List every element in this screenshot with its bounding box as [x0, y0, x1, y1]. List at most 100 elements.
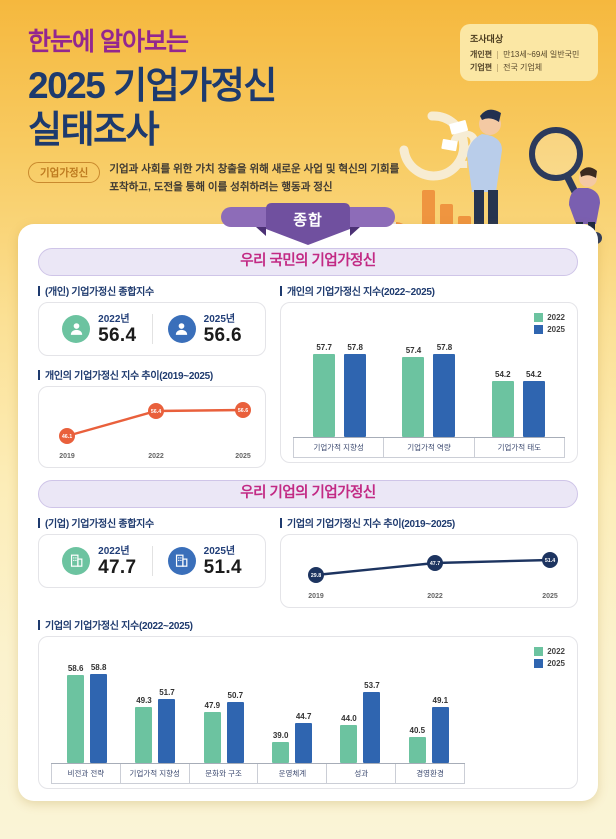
line-marker	[427, 554, 443, 571]
x-axis-label: 2025	[542, 593, 558, 600]
survey-target-title: 조사대상	[470, 34, 504, 44]
bar	[90, 673, 108, 763]
bar-value-label: 58.6	[67, 663, 84, 673]
section-title-individual: 우리 국민의 기업가정신	[38, 247, 578, 276]
magnifier-icon	[529, 127, 583, 181]
bar-group: 47.9 50.7	[190, 691, 258, 763]
category-label: 기업가적 태도	[497, 442, 542, 452]
subtitle-corporate-summary: (기업) 기업가정신 종합지수	[38, 516, 266, 530]
line-marker-value: 46.1	[62, 434, 72, 440]
divider	[497, 63, 499, 72]
bar-item: 49.1	[431, 696, 449, 763]
bar-value-label: 57.4	[405, 345, 422, 355]
bar	[158, 698, 176, 763]
bar-value-label: 54.2	[526, 369, 542, 379]
bar-item: 54.2	[522, 369, 545, 437]
legend-label: 2022	[547, 312, 565, 322]
page-title-line1: 2025 기업가정신	[28, 65, 277, 106]
header: 한눈에 알아보는 2025 기업가정신 실태조사 조사대상 개인편 만13세~6…	[0, 0, 616, 151]
divider	[151, 545, 153, 576]
line-marker	[542, 551, 558, 568]
legend: 2022 2025	[534, 312, 565, 334]
bar	[67, 674, 85, 763]
category-row: 기업가적 지향성 기업가적 역량 기업가적 태도	[293, 437, 565, 458]
bar-item: 44.7	[295, 711, 313, 763]
x-axis-label: 2022	[427, 593, 443, 600]
bar-value-label: 57.8	[436, 342, 453, 352]
tick-bar	[38, 517, 40, 528]
bar-item: 58.6	[67, 663, 85, 763]
bar-group: 54.2 54.2	[474, 370, 563, 437]
page-title-line2: 실태조사	[28, 108, 160, 150]
bar-group: 40.5 49.1	[395, 696, 463, 763]
x-axis-label: 2019	[308, 593, 324, 600]
bar-item: 40.5	[408, 726, 426, 763]
header-subtitle: 한눈에 알아보는	[28, 28, 189, 56]
survey-target-label: 개인편	[470, 50, 493, 59]
stat-2022: 2022년 47.7	[47, 542, 152, 579]
line-marker-value: 56.4	[151, 409, 161, 415]
bar-item: 57.7	[313, 343, 336, 437]
building-icon	[167, 546, 196, 575]
bar	[491, 380, 514, 437]
bar-value-label: 50.7	[227, 690, 244, 700]
bar	[344, 353, 367, 437]
bar	[363, 691, 381, 763]
summary-card-individual: 2022년 56.4 2025년 56.6	[38, 301, 266, 356]
category-label: 기업가적 역량	[384, 437, 475, 457]
tick-bar	[38, 369, 40, 380]
definition-block: 기업가정신 기업과 사회를 위한 가치 창출을 위해 새로운 사업 및 혁신의 …	[28, 161, 408, 196]
stat-value: 51.4	[203, 557, 242, 579]
category-label: 성과	[327, 763, 397, 783]
tick-bar	[280, 517, 282, 528]
survey-target-label: 기업편	[470, 63, 493, 72]
bar-group: 39.0 44.7	[258, 712, 326, 763]
bar	[226, 701, 244, 763]
bar	[313, 353, 336, 437]
bar-value-label: 44.0	[341, 713, 357, 723]
category-label: 비전과 전략	[52, 763, 121, 783]
bar-plot-area: 57.7 57.8 57.4 57.8 54.2 54.2	[293, 315, 565, 438]
bar-item: 53.7	[363, 680, 381, 763]
bar-value-label: 44.7	[295, 711, 312, 721]
tick-bar	[38, 619, 40, 630]
bar	[408, 736, 426, 763]
bar-item: 47.9	[203, 701, 221, 763]
definition-text: 기업과 사회를 위한 가치 창출을 위해 새로운 사업 및 혁신의 기회를 포착…	[109, 161, 399, 196]
definition-line2: 포착하고, 도전을 통해 이를 성취하려는 행동과 정신	[109, 180, 333, 193]
bar-group: 58.6 58.8	[53, 663, 121, 763]
subtitle-corporate-bars: 기업의 기업가정신 지수(2022~2025)	[38, 618, 578, 632]
subtitle-individual-trend: 개인의 기업가정신 지수 추이(2019~2025)	[38, 368, 266, 382]
bar	[295, 722, 313, 763]
divider	[151, 313, 153, 344]
category-label: 문화와 구조	[190, 763, 259, 783]
legend-swatch	[534, 312, 544, 322]
legend-label: 2025	[547, 324, 565, 334]
legend: 2022 2025	[534, 646, 565, 668]
category-label: 운영체계	[258, 763, 328, 783]
bar-value-label: 57.8	[347, 342, 363, 352]
survey-target-value: 전국 기업체	[503, 63, 543, 72]
person-icon	[167, 314, 196, 343]
stat-value: 56.4	[98, 325, 137, 347]
stat-year: 2025년	[203, 546, 236, 558]
bar	[433, 353, 456, 437]
category-row: 비전과 전략 기업가적 지향성 문화와 구조 운영체계 성과 경영환경	[51, 763, 465, 784]
line-marker	[308, 566, 324, 583]
bar-plot-wrap: 58.6 58.8 49.3 51.7 47.9 50.7 39.0 44.7 44.0 53.7…	[51, 649, 465, 784]
bar	[402, 356, 425, 437]
survey-target-value: 만13세~69세 일반국민	[503, 50, 580, 59]
bar-value-label: 53.7	[364, 680, 380, 690]
bar-group: 44.0 53.7	[326, 681, 394, 763]
bar-item: 57.4	[402, 345, 425, 437]
category-label: 경영환경	[416, 768, 444, 778]
line-marker	[235, 401, 251, 418]
bar-plot-area: 58.6 58.8 49.3 51.7 47.9 50.7 39.0 44.7 44.0 53.7…	[51, 649, 465, 764]
x-axis-label: 2019	[59, 453, 75, 460]
subtitle-individual-bars: 개인의 기업가정신 지수(2022~2025)	[280, 284, 578, 298]
bar-item: 57.8	[344, 342, 367, 437]
summary-card-corporate: 2022년 47.7 2025년 51.4	[38, 533, 266, 588]
stat-2025: 2025년 51.4	[153, 542, 258, 579]
legend-item: 2025	[534, 658, 565, 668]
bar-value-label: 58.8	[90, 662, 107, 672]
